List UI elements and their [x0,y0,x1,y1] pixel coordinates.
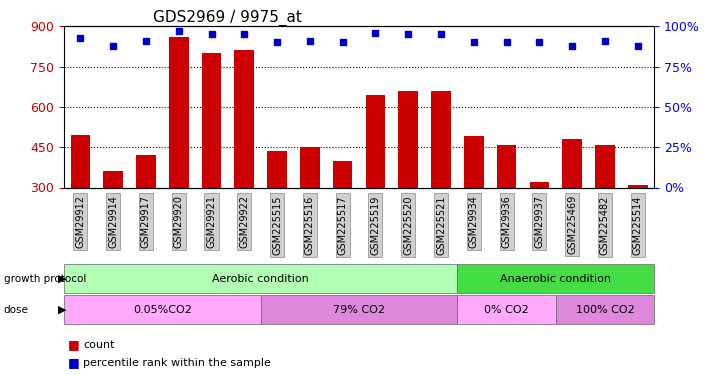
Text: Aerobic condition: Aerobic condition [213,274,309,284]
Point [534,39,545,45]
Point [75,34,86,40]
Bar [235,51,254,188]
Point [239,32,250,38]
Bar [398,91,418,188]
Text: count: count [83,340,114,350]
Point [599,38,611,44]
Point [632,43,643,49]
Point [402,32,414,38]
Bar [70,135,90,188]
Bar [300,147,320,188]
Point [567,43,578,49]
Text: percentile rank within the sample: percentile rank within the sample [83,358,271,368]
Bar [464,136,483,188]
Point [206,32,218,38]
Text: 0.05%CO2: 0.05%CO2 [133,304,192,315]
Text: dose: dose [4,304,28,315]
Point [107,43,119,49]
Text: GDS2969 / 9975_at: GDS2969 / 9975_at [152,10,301,26]
Text: ■: ■ [68,356,80,369]
Point [304,38,316,44]
Text: 0% CO2: 0% CO2 [484,304,529,315]
Text: ■: ■ [68,338,80,351]
Bar [431,91,451,188]
Text: ▶: ▶ [58,274,66,284]
Point [468,39,479,45]
Point [501,39,512,45]
Bar [365,95,385,188]
Bar [202,53,221,188]
Bar [136,155,156,188]
Point [337,39,348,45]
Bar [169,37,188,188]
Point [435,32,447,38]
Bar [628,185,648,188]
Bar [103,171,123,188]
Bar [267,151,287,188]
Bar [595,144,615,188]
Point [272,39,283,45]
Point [173,28,184,34]
Point [370,30,381,36]
Bar [562,139,582,188]
Point [140,38,151,44]
Bar [333,160,353,188]
Text: 79% CO2: 79% CO2 [333,304,385,315]
Text: growth protocol: growth protocol [4,274,86,284]
Text: Anaerobic condition: Anaerobic condition [501,274,611,284]
Bar [530,182,549,188]
Bar [497,144,516,188]
Text: ▶: ▶ [58,304,66,315]
Text: 100% CO2: 100% CO2 [576,304,634,315]
